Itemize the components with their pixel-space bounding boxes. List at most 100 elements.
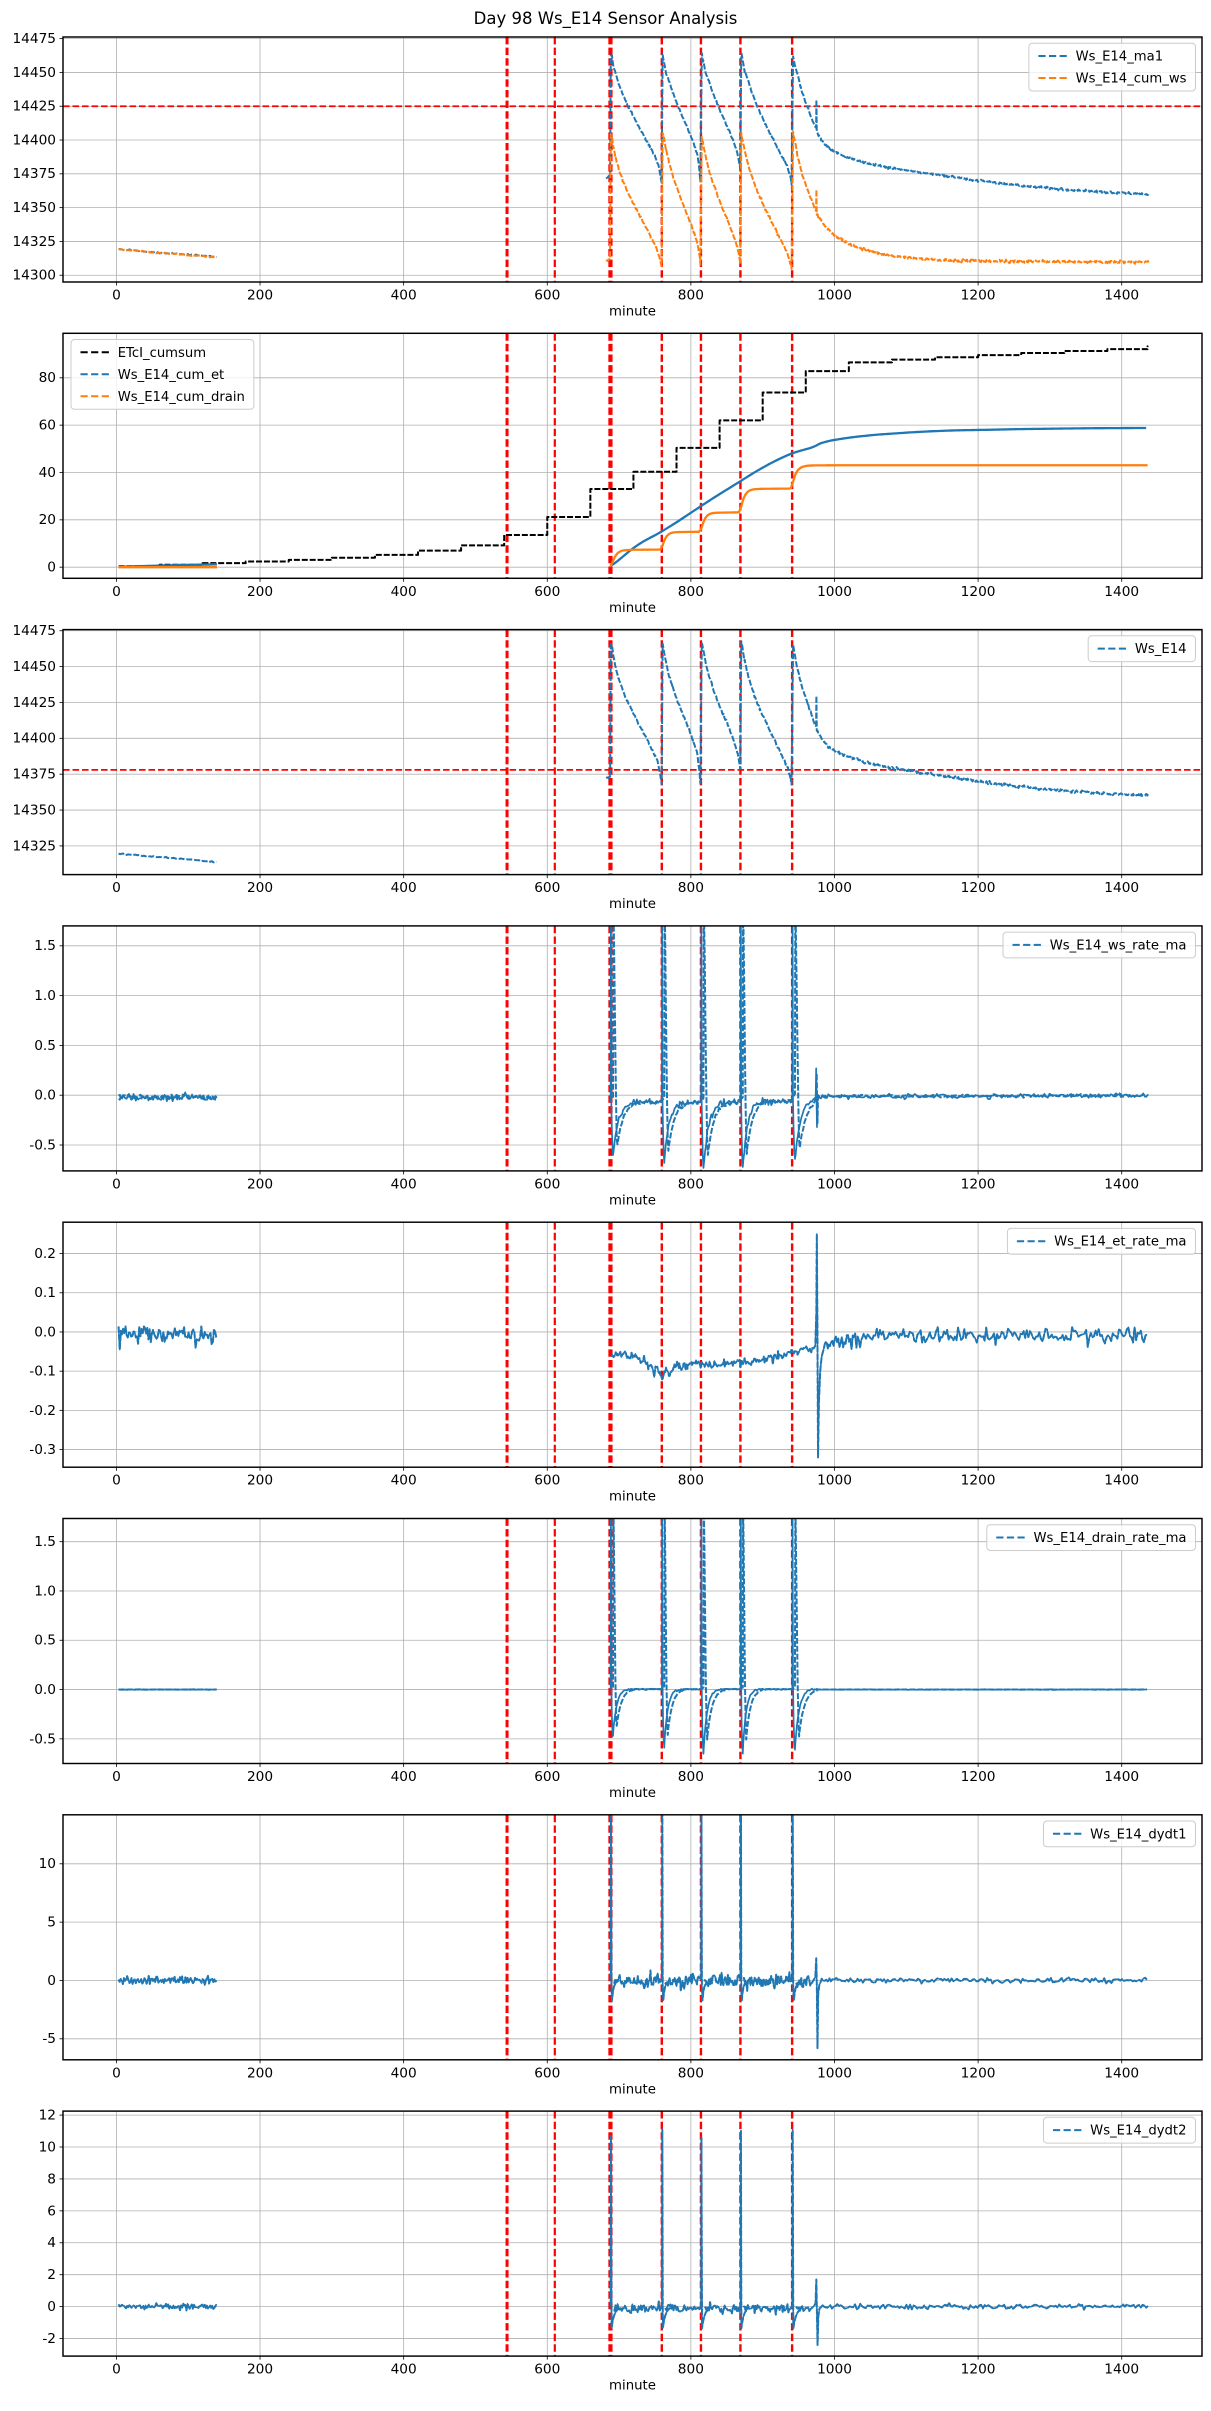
subplot-cumulatives: 0 200 400 600 800 1000 1200 1400 0 20 40 60 80 minute…	[39, 332, 1203, 616]
y-tick-label: 1.0	[34, 988, 56, 1004]
x-tick-label: 400	[391, 584, 417, 600]
series-Ws_E14_ws_rate_ma	[118, 925, 1148, 1156]
y-tick-label: 0	[47, 2299, 56, 2315]
x-axis-label: minute	[609, 1786, 656, 1801]
y-tick-label: -0.2	[29, 1403, 56, 1419]
x-axis-label: minute	[609, 305, 656, 320]
legend-box	[70, 339, 255, 410]
x-tick-label: 600	[534, 288, 560, 304]
y-tick-label: 10	[39, 1856, 56, 1872]
x-tick-label: 800	[678, 584, 704, 600]
axis-ticks: 0 200 400 600 800 1000 1200 1400 -0.5 0.0 0.5 1.0 1.…	[29, 938, 1139, 1192]
x-tick-label: 600	[534, 2065, 560, 2081]
y-tick-label: 0.2	[34, 1246, 56, 1262]
series-group	[117, 1232, 1148, 1459]
y-tick-label: 0.0	[34, 1088, 56, 1104]
x-tick-label: 1400	[1104, 2362, 1139, 2378]
legend-label: Ws_E14_cum_et	[118, 368, 225, 383]
legend-label: Ws_E14_cum_drain	[118, 390, 245, 405]
legend-box	[1042, 2116, 1197, 2144]
y-tick-label: 1.5	[34, 938, 56, 954]
gridlines	[63, 333, 1202, 579]
x-tick-label: 1000	[817, 1473, 852, 1489]
series-Ws_E14_drain_rate_ma	[118, 1518, 1147, 1741]
y-tick-label: 5	[47, 1915, 56, 1931]
series-group	[118, 925, 1149, 1169]
x-tick-label: 200	[247, 288, 273, 304]
y-tick-label: 40	[39, 465, 56, 481]
y-tick-label: 1.0	[34, 1583, 56, 1599]
x-axis-label: minute	[609, 897, 656, 912]
x-tick-label: 400	[391, 288, 417, 304]
x-tick-label: 800	[678, 2065, 704, 2081]
legend-box	[1087, 635, 1197, 663]
x-axis-label: minute	[609, 2379, 656, 2394]
y-tick-label: 14375	[12, 166, 56, 182]
x-tick-label: 1000	[817, 2362, 852, 2378]
y-tick-label: 0	[47, 1973, 56, 1989]
figure-title: Day 98 Ws_E14 Sensor Analysis	[473, 9, 738, 28]
y-tick-label: 0.5	[34, 1038, 56, 1054]
subplot-dydt1: 0 200 400 600 800 1000 1200 1400 -5 0 5 10 minute Ws_…	[39, 1814, 1203, 2097]
plot-area	[63, 629, 1202, 875]
axes-spines	[62, 925, 1203, 1172]
x-tick-label: 200	[247, 880, 273, 896]
axes-spines	[62, 2110, 1203, 2357]
legend: Ws_E14_et_rate_ma	[1006, 1227, 1196, 1255]
y-tick-label: 14350	[12, 200, 56, 216]
x-tick-label: 0	[112, 880, 121, 896]
x-tick-label: 1400	[1104, 288, 1139, 304]
x-tick-label: 200	[247, 1769, 273, 1785]
axes-spines	[62, 1517, 1203, 1765]
series-group	[118, 640, 1150, 864]
legend: Ws_E14_drain_rate_ma	[986, 1524, 1196, 1551]
x-tick-label: 1000	[817, 1176, 852, 1192]
y-tick-label: 14400	[12, 731, 56, 747]
x-axis-label: minute	[609, 1490, 656, 1505]
legend-label: Ws_E14_dydt1	[1090, 1827, 1186, 1842]
legend-box	[1006, 1227, 1196, 1255]
x-tick-label: 600	[534, 1473, 560, 1489]
x-tick-label: 1200	[961, 1473, 996, 1489]
y-tick-label: 12	[39, 2107, 56, 2123]
x-tick-label: 0	[112, 2065, 121, 2081]
x-tick-label: 200	[247, 584, 273, 600]
gridlines	[63, 925, 1202, 1171]
axes-spines	[62, 36, 1203, 283]
y-tick-label: -0.5	[29, 1731, 56, 1747]
y-tick-label: -0.5	[29, 1137, 56, 1153]
legend: Ws_E14_ma1 Ws_E14_cum_ws	[1028, 42, 1197, 92]
axis-ticks: 0 200 400 600 800 1000 1200 1400 -2 0 2 4 6 8 10 12	[39, 2107, 1140, 2377]
axes-spines	[62, 1814, 1203, 2061]
y-tick-label: 14450	[12, 65, 56, 81]
x-tick-label: 1200	[961, 288, 996, 304]
y-tick-label: 14350	[12, 802, 56, 818]
y-tick-label: 14475	[12, 31, 56, 47]
x-tick-label: 1000	[817, 584, 852, 600]
x-tick-label: 800	[678, 1176, 704, 1192]
y-tick-label: -5	[42, 2031, 56, 2047]
y-tick-label: 80	[39, 370, 56, 386]
y-tick-label: 2	[47, 2267, 56, 2283]
subplot-ws_rate: 0 200 400 600 800 1000 1200 1400 -0.5 0.0 0.5 1.0 1.…	[29, 925, 1203, 1208]
x-tick-label: 200	[247, 1176, 273, 1192]
legend-label: ETcI_cumsum	[118, 346, 206, 361]
axis-ticks: 0 200 400 600 800 1000 1200 1400 -5 0 5 10	[39, 1856, 1140, 2081]
x-tick-label: 0	[112, 1473, 121, 1489]
series-Ws_E14_et_rate_ma	[117, 1232, 1148, 1459]
y-tick-label: 20	[39, 512, 56, 528]
x-tick-label: 1200	[961, 584, 996, 600]
axis-ticks: 0 200 400 600 800 1000 1200 1400 -0.5 0.0 0.5 1.0 1.…	[29, 1534, 1139, 1785]
y-tick-label: 14325	[12, 234, 56, 250]
y-tick-label: 8	[47, 2171, 56, 2187]
x-tick-label: 200	[247, 1473, 273, 1489]
x-tick-label: 1400	[1104, 1473, 1139, 1489]
plot-area	[63, 1222, 1202, 1468]
event-guide-lines	[505, 1222, 794, 1468]
y-tick-label: -0.1	[29, 1364, 56, 1380]
x-tick-label: 1200	[961, 1176, 996, 1192]
legend-box	[986, 1524, 1196, 1551]
gridlines	[63, 629, 1202, 875]
x-axis-label: minute	[609, 601, 656, 616]
